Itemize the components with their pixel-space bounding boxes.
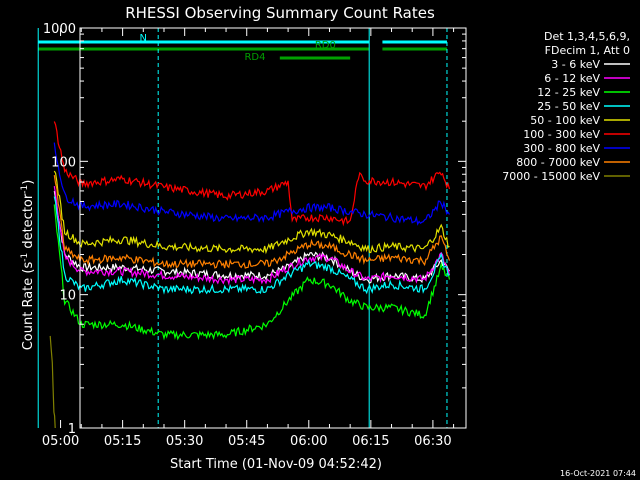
x-tick-label: 06:15	[352, 434, 389, 449]
series-line	[53, 175, 451, 269]
legend-entry-label: 100 - 300 keV	[523, 128, 600, 141]
x-axis-label: Start Time (01-Nov-09 04:52:42)	[170, 457, 382, 472]
flags-layer: N RD0 RD4	[38, 33, 447, 63]
series-line	[49, 335, 56, 429]
x-tick-label: 05:30	[166, 434, 203, 449]
night-boundaries-layer	[37, 28, 448, 428]
series-line	[53, 196, 450, 295]
y-axis-label-sup2: -1	[20, 185, 30, 194]
series-line	[53, 186, 451, 286]
axes-layer: 1 10 100 1000 05:00 05:15 05:30 05:45 06:00 06:15…	[42, 22, 467, 449]
flag-label: N	[140, 33, 147, 44]
y-tick-label: 100	[51, 155, 76, 170]
legend-entry-label: 800 - 7000 keV	[516, 156, 600, 169]
series-line	[53, 190, 450, 284]
flag-label: RD0	[315, 40, 336, 51]
y-axis-label-sup1: -1	[20, 253, 30, 262]
legend-entry-label: 12 - 25 keV	[537, 86, 600, 99]
legend-entry-label: 50 - 100 keV	[530, 114, 600, 127]
timestamp: 16-Oct-2021 07:44	[560, 469, 636, 478]
series-line	[53, 142, 450, 226]
series-line	[53, 204, 451, 341]
y-tick-label: 10	[59, 289, 76, 304]
legend: Det 1,3,4,5,6,9,FDecim 1, Att 03 - 6 keV…	[502, 30, 630, 183]
x-tick-label: 05:45	[228, 434, 265, 449]
y-tick-label: 1	[68, 422, 76, 437]
legend-entry-label: 25 - 50 keV	[537, 100, 600, 113]
legend-entry-label: 3 - 6 keV	[551, 58, 600, 71]
x-tick-label: 05:00	[42, 434, 79, 449]
x-tick-label: 06:30	[414, 434, 451, 449]
chart-title: RHESSI Observing Summary Count Rates	[125, 4, 435, 22]
x-tick-label: 05:15	[104, 434, 141, 449]
plot-frame	[79, 27, 467, 429]
legend-header: Det 1,3,4,5,6,9,	[544, 30, 630, 43]
x-tick-label: 06:00	[290, 434, 327, 449]
legend-entry-label: 6 - 12 keV	[544, 72, 600, 85]
flag-label: RD4	[244, 52, 265, 63]
y-axis-label-mid: detector	[21, 193, 36, 253]
y-tick-label: 1000	[43, 22, 76, 37]
series-line	[53, 170, 450, 255]
legend-entry-label: 300 - 800 keV	[523, 142, 600, 155]
series-layer	[49, 121, 451, 429]
legend-header: FDecim 1, Att 0	[545, 44, 630, 57]
y-axis-label: Count Rate (s-1 detector-1)	[20, 180, 36, 351]
legend-entry-label: 7000 - 15000 keV	[502, 170, 600, 183]
series-line	[53, 121, 451, 227]
y-axis-label-main: Count Rate (s	[21, 262, 36, 351]
y-axis-label-end: )	[21, 180, 36, 185]
